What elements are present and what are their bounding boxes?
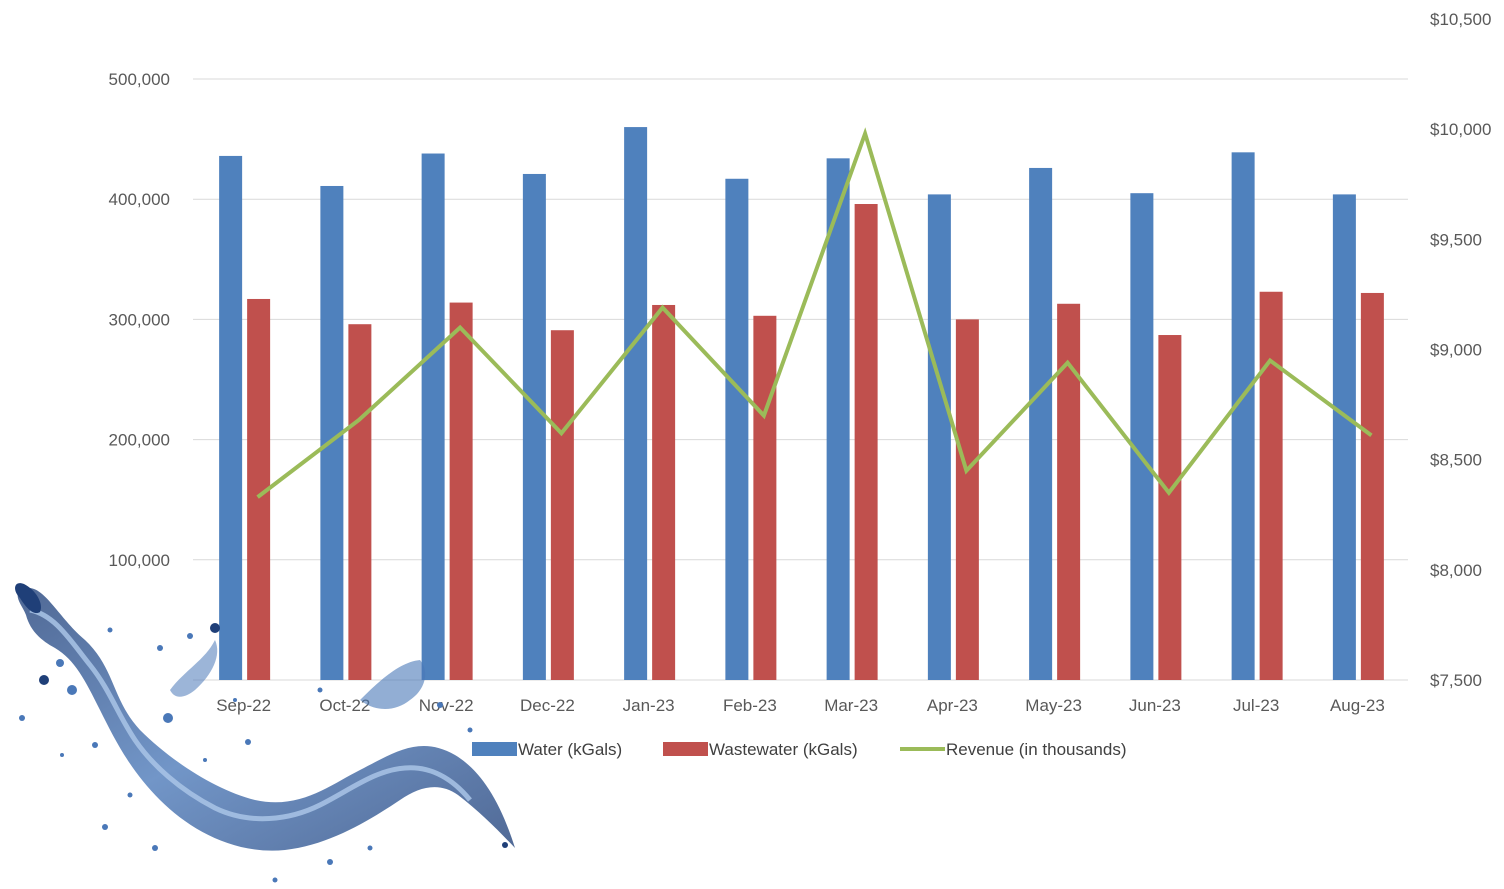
right-axis-tick-label: $9,000 [1430, 341, 1482, 360]
gridlines [193, 78, 1408, 681]
wastewater-bar [753, 315, 777, 680]
x-axis-tick-label: Dec-22 [520, 696, 575, 715]
revenue-line [256, 127, 1373, 499]
water-bar [421, 153, 445, 681]
legend-swatch [472, 742, 517, 756]
water-bar [826, 158, 850, 680]
wastewater-bar [449, 302, 473, 680]
wastewater-bar [955, 319, 979, 680]
water-bar [1130, 193, 1154, 680]
x-axis-tick-label: Jun-23 [1129, 696, 1181, 715]
x-axis-tick-label: Jan-23 [623, 696, 675, 715]
wastewater-bar [247, 298, 271, 680]
x-axis-tick-label: Apr-23 [927, 696, 978, 715]
right-axis-tick-label: $8,500 [1430, 451, 1482, 470]
x-axis-tick-label: Oct-22 [319, 696, 370, 715]
right-axis-tick-label: $10,000 [1430, 120, 1491, 139]
legend-label: Water (kGals) [518, 740, 622, 759]
wastewater-bar [550, 330, 574, 680]
water-splash-image [15, 583, 515, 883]
left-axis-tick-label: 400,000 [109, 190, 170, 209]
left-axis-tick-label: 200,000 [109, 431, 170, 450]
right-axis-tick-label: $8,000 [1430, 561, 1482, 580]
left-axis-tick-label: 300,000 [109, 310, 170, 329]
right-axis-tick-label: $10,500 [1430, 10, 1491, 29]
wastewater-bar [1057, 303, 1081, 680]
water-bar [1231, 152, 1255, 680]
legend-label: Wastewater (kGals) [709, 740, 858, 759]
x-axis-tick-label: May-23 [1025, 696, 1082, 715]
legend-label: Revenue (in thousands) [946, 740, 1127, 759]
water-bar [624, 127, 648, 680]
left-axis-tick-label: 100,000 [109, 551, 170, 570]
wastewater-bar [854, 204, 878, 680]
water-bar [1332, 194, 1356, 680]
water-bar [219, 155, 243, 681]
water-bar [725, 178, 749, 681]
wastewater-bar [1158, 335, 1182, 680]
legend-water: Water (kGals) [472, 740, 622, 759]
right-axis-tick-label: $7,500 [1430, 671, 1482, 690]
x-axis-tick-label: Aug-23 [1330, 696, 1385, 715]
water-bar [522, 173, 546, 680]
water-bar [320, 185, 344, 680]
wastewater-bar [1259, 291, 1283, 680]
x-axis-tick-label: Feb-23 [723, 696, 777, 715]
wastewater-bar [652, 304, 676, 680]
legend-revenue: Revenue (in thousands) [900, 740, 1127, 759]
bar-series [219, 127, 1384, 681]
x-axis-tick-label: Mar-23 [824, 696, 878, 715]
left-axis-tick-label: 500,000 [109, 70, 170, 89]
axis-labels: 100,000 200,000 300,000 400,000 500,000 $7,50… [109, 10, 1492, 715]
wastewater-bar [1360, 292, 1384, 680]
right-axis-tick-label: $9,500 [1430, 230, 1482, 249]
wastewater-bar [348, 324, 372, 680]
water-bar [927, 194, 951, 680]
x-axis-tick-label: Sep-22 [216, 696, 271, 715]
legend-swatch [663, 742, 708, 756]
legend-wastewater: Wastewater (kGals) [663, 740, 858, 759]
water-bar [1029, 167, 1053, 680]
x-axis-tick-label: Nov-22 [419, 696, 474, 715]
line-series [256, 127, 1373, 499]
legend: Water (kGals) Wastewater (kGals) Revenue (… [472, 740, 1127, 759]
x-axis-tick-label: Jul-23 [1233, 696, 1279, 715]
